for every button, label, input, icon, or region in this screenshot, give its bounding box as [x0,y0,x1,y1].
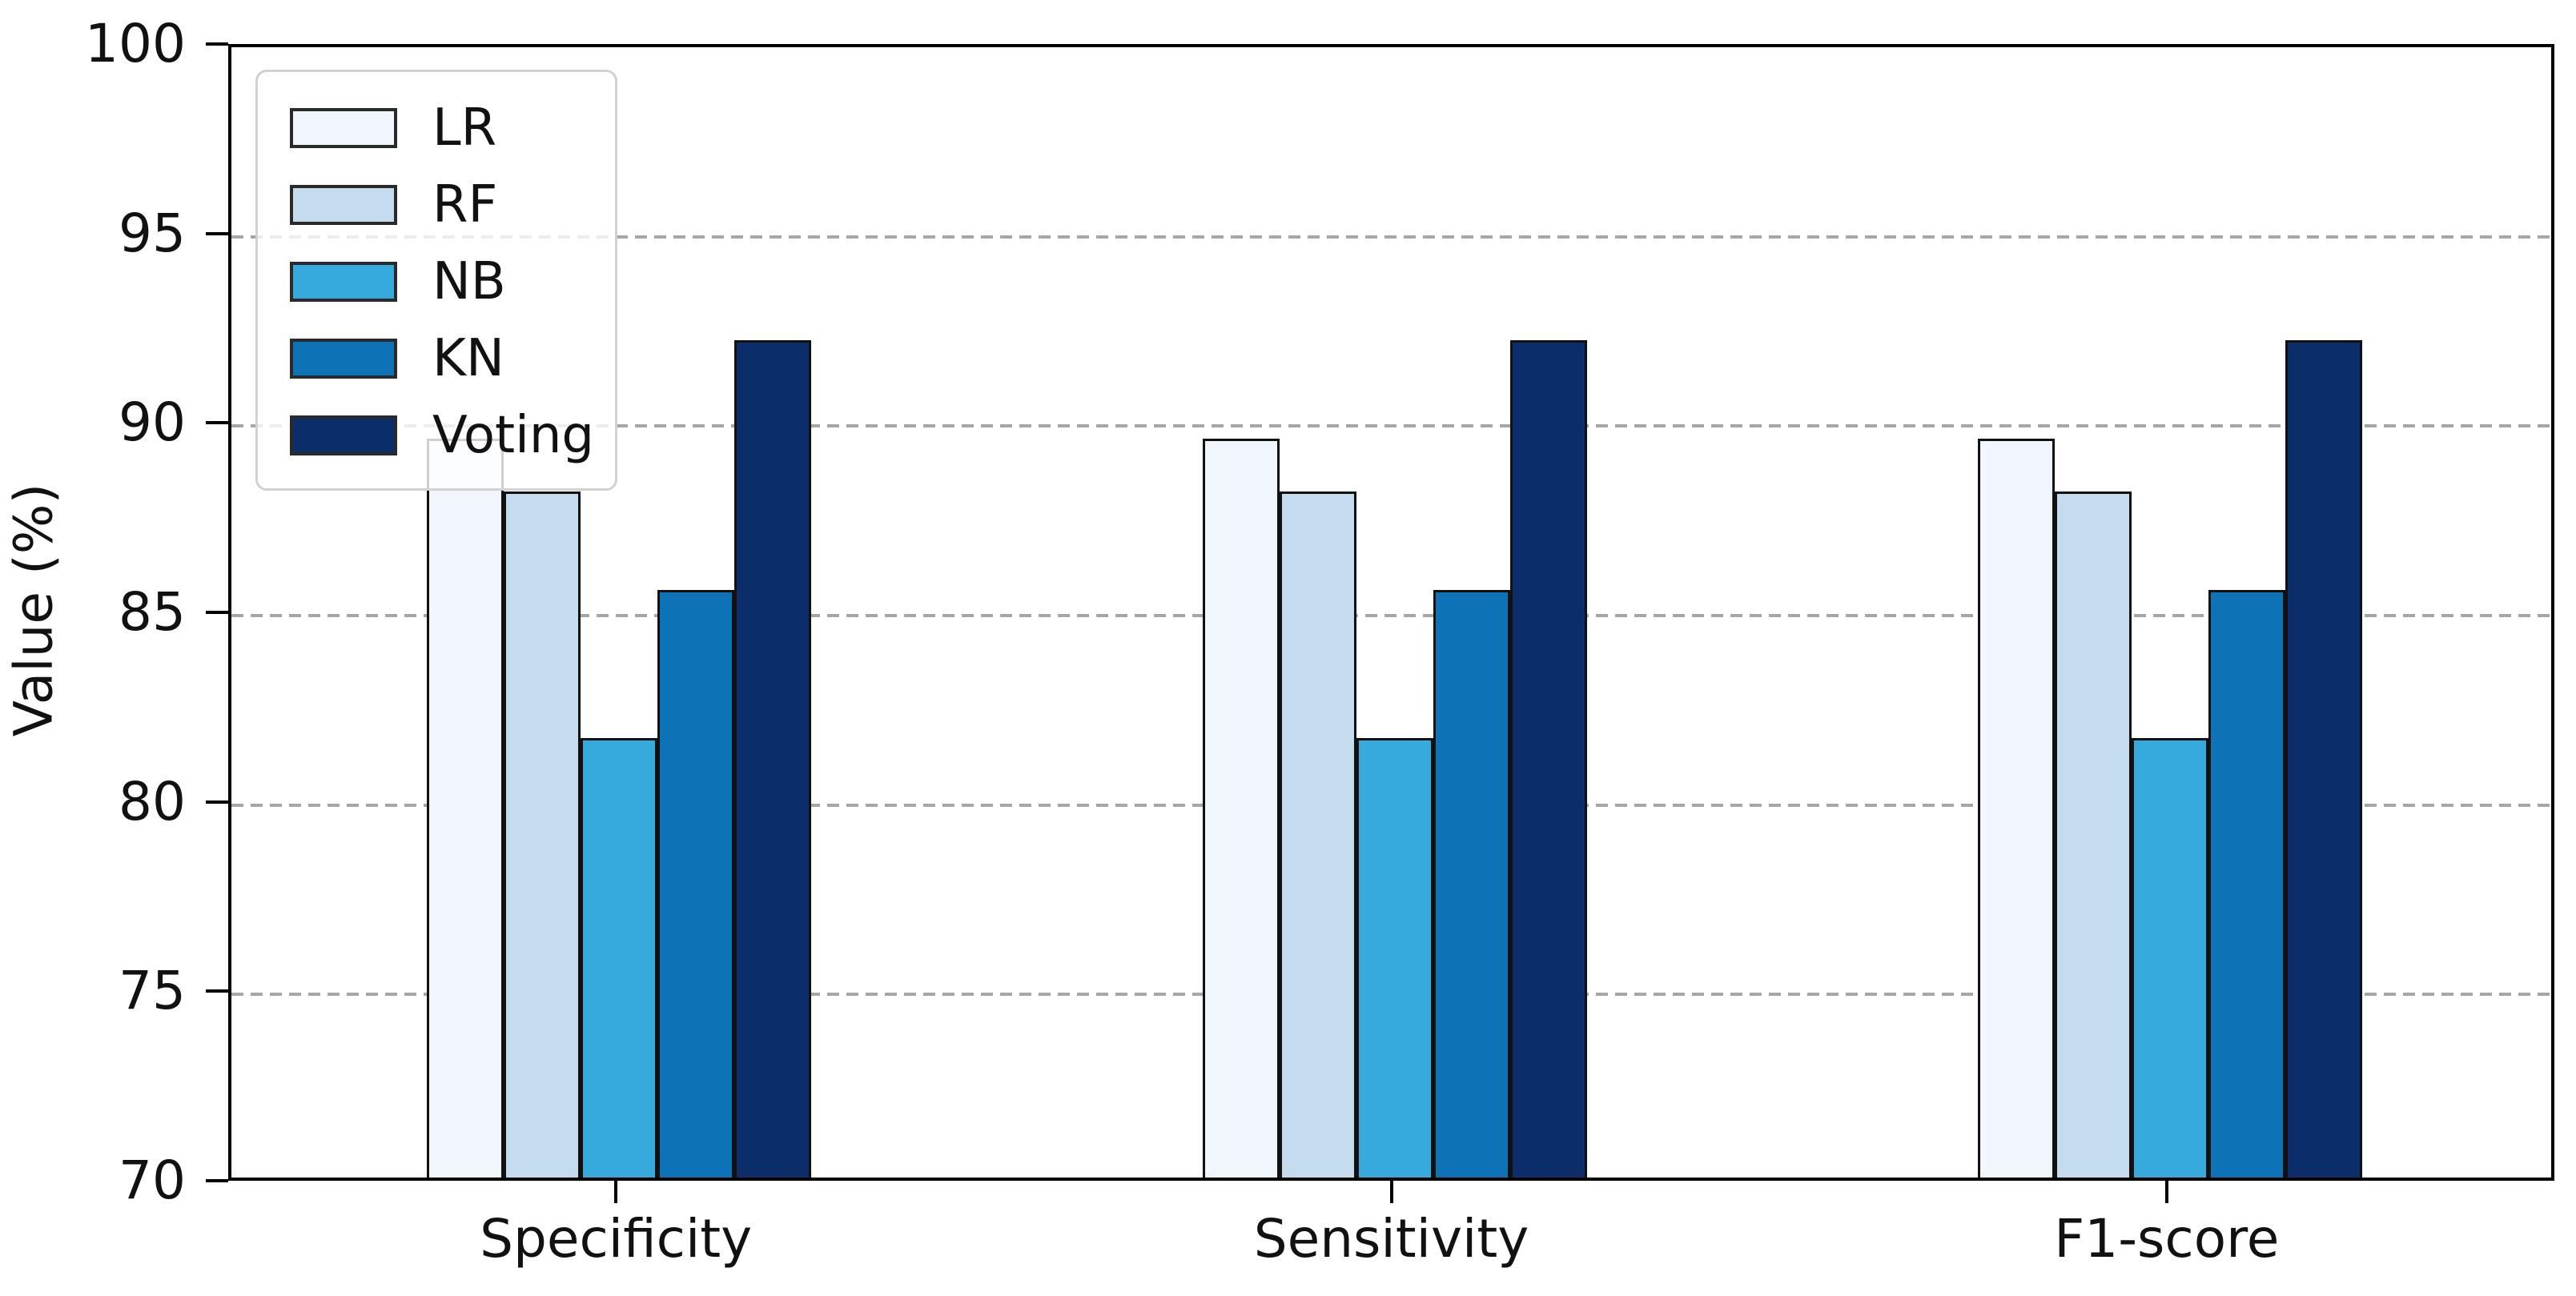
y-tick-90 [206,421,228,425]
legend-swatch-nb [290,262,397,302]
bars-layer [231,47,2551,1178]
legend-label-kn: KN [432,329,504,388]
legend-swatch-rf [290,185,397,225]
legend: LR RF NB KN Voting [255,70,617,491]
y-tick-label-100: 100 [85,13,186,74]
legend-label-lr: LR [432,98,497,158]
bar-rf-specificity [504,492,581,1178]
legend-item-lr: LR [290,99,615,157]
bar-kn-f1-score [2208,590,2285,1178]
bar-lr-specificity [427,439,504,1178]
legend-label-nb: NB [432,252,506,311]
legend-swatch-voting [290,415,397,455]
x-tick-label-f1-score: F1-score [2054,1208,2280,1270]
y-tick-label-85: 85 [119,581,186,643]
bar-rf-f1-score [2054,492,2132,1178]
legend-label-voting: Voting [432,406,595,465]
bar-voting-sensitivity [1509,339,1587,1178]
legend-item-kn: KN [290,330,615,387]
bar-lr-sensitivity [1202,439,1280,1178]
x-tick-sensitivity [1389,1181,1393,1203]
legend-item-voting: Voting [290,407,615,464]
y-tick-label-80: 80 [119,770,186,833]
y-tick-label-95: 95 [119,202,186,264]
y-tick-95 [206,231,228,235]
bar-kn-sensitivity [1433,590,1510,1178]
y-tick-85 [206,611,228,614]
bar-voting-f1-score [2285,339,2362,1178]
bar-lr-f1-score [1977,439,2055,1178]
y-tick-100 [206,42,228,46]
bar-kn-specificity [657,590,735,1178]
y-tick-75 [206,989,228,993]
bar-nb-specificity [581,737,658,1178]
gridline-85 [231,614,2551,617]
legend-item-rf: RF [290,176,615,234]
y-tick-70 [206,1179,228,1182]
legend-swatch-lr [290,108,397,148]
legend-swatch-kn [290,339,397,379]
y-tick-label-75: 75 [119,960,186,1022]
legend-label-rf: RF [432,175,498,235]
plot-area: LR RF NB KN Voting [228,44,2554,1181]
bar-nb-f1-score [2131,737,2208,1178]
y-tick-80 [206,800,228,804]
x-tick-label-specificity: Specificity [480,1208,753,1270]
x-tick-f1-score [2164,1181,2168,1203]
x-tick-label-sensitivity: Sensitivity [1253,1208,1529,1270]
legend-item-nb: NB [290,253,615,311]
y-tick-label-90: 90 [119,391,186,454]
bar-nb-sensitivity [1356,737,1433,1178]
x-tick-specificity [614,1181,618,1203]
bar-voting-specificity [734,339,812,1178]
y-tick-label-70: 70 [119,1150,186,1211]
gridline-95 [231,235,2551,239]
gridline-90 [231,424,2551,428]
bar-rf-sensitivity [1279,492,1356,1178]
